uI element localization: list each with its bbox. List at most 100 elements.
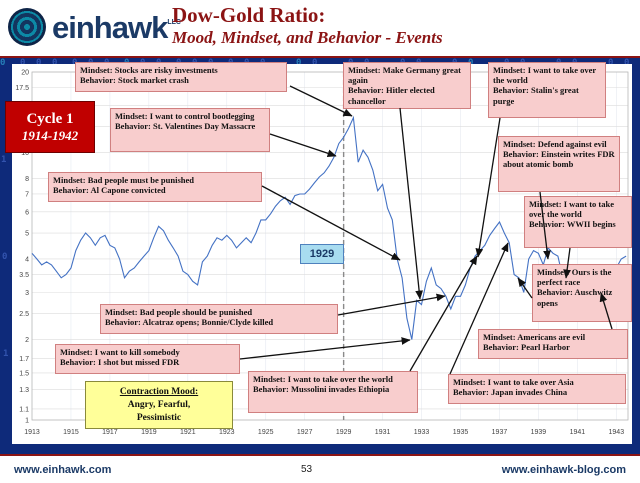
annotation-alcatraz: Mindset: Bad people should be punished Be… xyxy=(100,304,338,334)
binary-digit: 0 xyxy=(0,58,6,68)
annotation-behavior: Behavior: Mussolini invades Ethiopia xyxy=(253,384,390,395)
svg-text:1927: 1927 xyxy=(297,429,313,436)
annotation-pearl-harbor: Mindset: Americans are evil Behavior: Pea… xyxy=(478,329,628,359)
cycle-years: 1914-1942 xyxy=(21,127,79,143)
binary-digit: 0 xyxy=(20,58,26,68)
svg-text:1933: 1933 xyxy=(414,429,430,436)
logo-text: einhawk xyxy=(52,9,168,45)
page-number: 53 xyxy=(301,464,313,475)
annotation-behavior: Behavior: Japan invades China xyxy=(453,387,568,398)
year-1929-label: 1929 xyxy=(300,244,344,264)
annotation-behavior: Behavior: Hitler elected chancellor xyxy=(348,85,435,106)
annotation-behavior: Behavior: Stalin's great purge xyxy=(493,85,579,106)
svg-text:2.5: 2.5 xyxy=(19,311,29,318)
binary-digit: 0 xyxy=(624,58,630,68)
annotation-behavior: Behavior: Pearl Harbor xyxy=(483,342,570,353)
svg-text:1939: 1939 xyxy=(531,429,547,436)
binary-digit: 0 xyxy=(36,58,42,68)
annotation-al-capone: Mindset: Bad people must be punished Beha… xyxy=(48,172,262,202)
annotation-mussolini: Mindset: I want to take over the world Be… xyxy=(248,371,418,413)
annotation-mindset: Mindset: Ours is the perfect race xyxy=(537,267,612,288)
annotation-defend-evil: Mindset: Defend against evil Behavior: Ei… xyxy=(498,136,620,192)
binary-digit: 0 xyxy=(52,58,58,68)
binary-digit: 0 xyxy=(72,58,77,68)
svg-text:1943: 1943 xyxy=(609,429,625,436)
annotation-kill-somebody: Mindset: I want to kill somebody Behavior… xyxy=(55,344,240,374)
svg-text:1.1: 1.1 xyxy=(19,406,29,413)
title-block: Dow-Gold Ratio: Mood, Mindset, and Behav… xyxy=(172,3,443,48)
svg-text:1915: 1915 xyxy=(63,429,79,436)
annotation-behavior: Behavior: I shot but missed FDR xyxy=(60,357,180,368)
annotation-mindset: Mindset: Bad people must be punished xyxy=(53,175,194,185)
logo-wordmark: einhawkLLC xyxy=(52,12,181,43)
svg-text:1.7: 1.7 xyxy=(19,356,29,363)
einhawk-swirl-icon xyxy=(8,8,46,46)
svg-text:1923: 1923 xyxy=(219,429,235,436)
annotation-mindset: Mindset: I want to control bootlegging xyxy=(115,111,255,121)
annotation-mindset: Mindset: I want to take over the world xyxy=(253,374,393,384)
svg-text:6: 6 xyxy=(25,209,29,216)
annotation-bootlegging: Mindset: I want to control bootlegging Be… xyxy=(110,108,270,152)
annotation-mindset: Mindset: I want to take over Asia xyxy=(453,377,574,387)
chart-region: 0101010101010101010101010101010101010101… xyxy=(0,58,640,454)
binary-digit: 1 xyxy=(3,349,9,359)
page-subtitle: Mood, Mindset, and Behavior - Events xyxy=(172,28,443,47)
binary-digit: 0 xyxy=(2,252,8,262)
svg-text:3: 3 xyxy=(25,290,29,297)
binary-digit: 0 xyxy=(296,58,302,68)
footer: www.einhawk.com 53 www.einhawk-blog.com xyxy=(0,454,640,483)
annotation-behavior: Behavior: Al Capone convicted xyxy=(53,185,166,196)
annotation-behavior: Behavior: Stock market crash xyxy=(80,75,189,86)
binary-digit: 1 xyxy=(1,155,7,165)
annotation-stocks-risky: Mindset: Stocks are risky investments Beh… xyxy=(75,62,287,92)
mood-line: Angry, Fearful, xyxy=(127,399,191,410)
svg-text:5: 5 xyxy=(25,231,29,238)
svg-text:1919: 1919 xyxy=(141,429,157,436)
cycle-1-label: Cycle 1 1914-1942 xyxy=(5,101,95,153)
footer-url-right: www.einhawk-blog.com xyxy=(501,463,626,476)
annotation-behavior: Behavior: WWII begins xyxy=(529,219,616,230)
mood-title: Contraction Mood: xyxy=(119,387,199,397)
svg-text:7: 7 xyxy=(25,191,29,198)
mood-line: Pessimistic xyxy=(136,412,182,423)
svg-text:1931: 1931 xyxy=(375,429,391,436)
annotation-behavior: Behavior: Einstein writes FDR about atom… xyxy=(503,149,615,170)
svg-text:8: 8 xyxy=(25,176,29,183)
svg-text:1937: 1937 xyxy=(492,429,508,436)
contraction-mood-box: Contraction Mood: Angry, Fearful, Pessim… xyxy=(85,381,233,430)
annotation-behavior: Behavior: Auschwitz opens xyxy=(537,287,613,308)
annotation-mindset: Mindset: Defend against evil xyxy=(503,139,607,149)
svg-text:4: 4 xyxy=(25,256,29,263)
binary-digit: 0 xyxy=(312,58,318,68)
svg-text:1921: 1921 xyxy=(180,429,196,436)
annotation-japan-china: Mindset: I want to take over Asia Behavio… xyxy=(448,374,626,404)
annotation-mindset: Mindset: I want to take over the world xyxy=(529,199,614,220)
annotation-mindset: Mindset: I want to take over the world xyxy=(493,65,597,86)
logo-llc-label: LLC xyxy=(167,18,181,26)
svg-text:1: 1 xyxy=(25,418,29,425)
einhawk-logo: einhawkLLC xyxy=(8,8,181,46)
header: einhawkLLC Dow-Gold Ratio: Mood, Mindset… xyxy=(0,0,640,58)
annotation-perfect-race: Mindset: Ours is the perfect race Behavio… xyxy=(532,264,632,322)
svg-text:1929: 1929 xyxy=(336,429,352,436)
annotation-wwii-begins: Mindset: I want to take over the world Be… xyxy=(524,196,632,248)
svg-text:1941: 1941 xyxy=(570,429,586,436)
annotation-mindset: Mindset: I want to kill somebody xyxy=(60,347,180,357)
annotation-make-germany: Mindset: Make Germany great again Behavio… xyxy=(343,62,471,109)
svg-text:1917: 1917 xyxy=(102,429,118,436)
svg-text:20: 20 xyxy=(21,70,29,77)
svg-text:1925: 1925 xyxy=(258,429,274,436)
page-title: Dow-Gold Ratio: xyxy=(172,3,326,27)
annotation-behavior: Behavior: St. Valentines Day Massacre xyxy=(115,121,256,132)
svg-text:1.5: 1.5 xyxy=(19,370,29,377)
annotation-behavior: Behavior: Alcatraz opens; Bonnie/Clyde k… xyxy=(105,317,274,328)
svg-text:2: 2 xyxy=(25,337,29,344)
svg-text:1935: 1935 xyxy=(453,429,469,436)
annotation-mindset: Mindset: Stocks are risky investments xyxy=(80,65,218,75)
svg-text:17.5: 17.5 xyxy=(15,85,29,92)
annotation-stalin-purge: Mindset: I want to take over the world Be… xyxy=(488,62,606,118)
cycle-name: Cycle 1 xyxy=(26,110,74,127)
svg-text:1913: 1913 xyxy=(24,429,40,436)
annotation-mindset: Mindset: Make Germany great again xyxy=(348,65,461,86)
